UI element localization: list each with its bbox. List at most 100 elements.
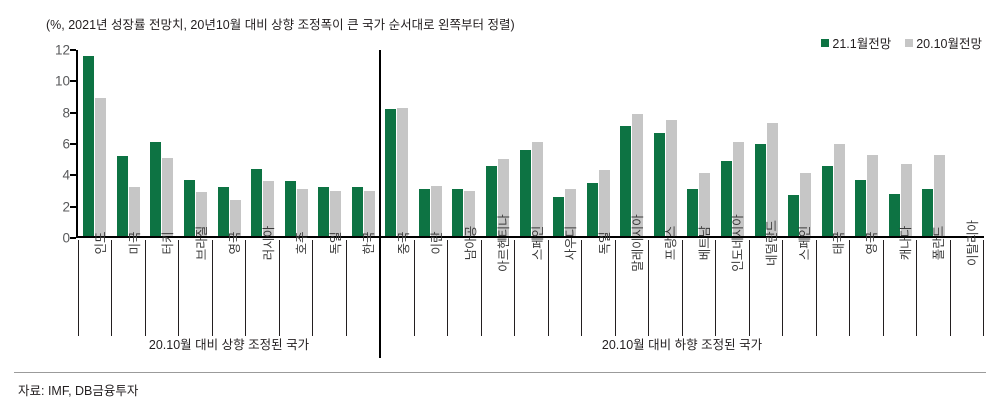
bar-group	[347, 50, 381, 236]
bar-group	[212, 50, 246, 236]
legend-label-previous: 20.10월전망	[916, 37, 982, 51]
bar-previous	[900, 163, 912, 236]
x-axis-category: 러시아	[245, 226, 278, 336]
bar-previous	[565, 189, 577, 236]
x-axis-category: 미국	[111, 231, 144, 336]
bar-previous	[128, 187, 140, 236]
x-axis-category-label: 터키	[161, 231, 176, 255]
x-axis-category: 캐나다	[882, 226, 916, 336]
bar-previous	[732, 142, 744, 236]
bar-previous	[263, 181, 275, 236]
bar-group	[749, 50, 783, 236]
bar-previous	[430, 185, 442, 236]
bar-group	[615, 50, 649, 236]
x-axis-category: 독일	[581, 231, 614, 336]
bar-group	[447, 50, 481, 236]
legend-item-previous: 20.10월전망	[905, 33, 982, 52]
source-note: 자료: IMF, DB금융투자	[18, 384, 139, 398]
x-axis-category: 터키	[144, 231, 178, 336]
bar-groups	[78, 50, 984, 236]
bar-current	[855, 179, 867, 236]
bar-previous	[699, 173, 711, 236]
bar-current	[351, 187, 363, 236]
x-axis-category-label: 남아공	[463, 225, 478, 261]
bar-previous	[464, 190, 476, 236]
bar-current	[183, 179, 195, 236]
chart-note: (%, 2021년 성장률 전망치, 20년10월 대비 상향 조정폭이 큰 국…	[46, 18, 515, 32]
x-axis-category-label: 독일	[328, 231, 343, 255]
bar-group	[850, 50, 884, 236]
x-axis-category: 말레이시아	[614, 214, 648, 336]
y-axis-tick	[70, 49, 76, 51]
y-tick-label: 4	[62, 167, 70, 183]
x-axis-category-label: 폴란드	[932, 225, 947, 261]
bar-group	[816, 50, 850, 236]
bar-current	[620, 126, 632, 236]
x-axis-category: 스페인	[514, 226, 547, 336]
x-axis-category-label: 사우디	[564, 225, 579, 261]
band-label-left: 20.10월 대비 상향 조정된 국가	[148, 338, 310, 352]
x-axis-category: 아르헨티나	[480, 214, 514, 336]
bar-current	[653, 132, 665, 236]
x-axis-category-label: 말레이시아	[630, 214, 645, 272]
bar-current	[217, 187, 229, 236]
bar-previous	[95, 98, 107, 236]
y-axis-tick	[70, 143, 76, 145]
y-axis-labels: 0 2 4 6 8 10 12	[36, 43, 70, 244]
bar-current	[284, 181, 296, 236]
x-axis-category: 브라질	[178, 226, 211, 336]
bar-group	[682, 50, 716, 236]
bar-group	[581, 50, 615, 236]
bar-previous	[498, 159, 510, 236]
y-axis-tick	[70, 237, 76, 239]
band-label-right: 20.10월 대비 하향 조정된 국가	[601, 338, 763, 352]
x-axis-category-label: 네덜란드	[764, 219, 779, 267]
bar-group	[884, 50, 918, 236]
bar-current	[720, 160, 732, 236]
y-tick-label: 6	[62, 136, 70, 152]
y-tick-label: 0	[62, 230, 70, 246]
x-axis-category-label: 중국	[396, 231, 411, 255]
x-axis-category-labels: 인도 미국 터키 브라질 영국 러시아 호주 독일 한국 중국 이란 남아공 아르헨티나 스페인 사우디 독일…	[78, 214, 985, 336]
legend-swatch-current	[821, 38, 830, 47]
bar-group	[716, 50, 750, 236]
x-axis-category: 폴란드	[916, 226, 949, 336]
bar-group	[279, 50, 313, 236]
x-axis-category: 한국	[345, 231, 379, 336]
bar-current	[553, 196, 565, 236]
x-axis-category-label: 아르헨티나	[497, 214, 512, 272]
bar-current	[687, 189, 699, 236]
x-axis-category-label: 러시아	[261, 225, 276, 261]
bar-group	[481, 50, 515, 236]
y-tick-label: 12	[54, 42, 70, 58]
y-tick-label: 2	[62, 198, 70, 214]
bar-current	[888, 193, 900, 236]
x-axis-category: 네덜란드	[748, 220, 782, 336]
bar-previous	[665, 120, 677, 236]
legend-swatch-previous	[905, 38, 914, 47]
footer-divider	[14, 372, 986, 373]
bar-previous	[833, 143, 845, 236]
bar-previous	[296, 189, 308, 236]
x-axis-category-label: 캐나다	[898, 225, 913, 261]
x-axis-category-label: 한국	[362, 231, 377, 255]
bar-group	[917, 50, 951, 236]
y-axis-tick	[70, 111, 76, 114]
bar-previous	[766, 123, 778, 236]
x-axis-category: 인도	[78, 231, 111, 336]
x-axis-category-label: 독일	[597, 231, 612, 255]
x-axis-category: 이탈리아	[949, 220, 985, 336]
bar-group	[313, 50, 347, 236]
x-axis-category: 영국	[849, 231, 882, 336]
bar-current	[754, 143, 766, 236]
x-axis-category: 인도네시아	[715, 214, 748, 336]
x-axis-category: 사우디	[547, 226, 581, 336]
legend-item-current: 21.1월전망	[821, 33, 891, 52]
x-axis-category: 남아공	[447, 226, 480, 336]
x-axis-category-label: 이탈리아	[965, 219, 980, 267]
x-axis-category: 독일	[312, 231, 345, 336]
y-axis-tick	[70, 80, 76, 83]
y-axis-tick	[70, 205, 76, 208]
x-axis-category-label: 호주	[295, 231, 310, 255]
x-axis-category: 영국	[211, 231, 245, 336]
